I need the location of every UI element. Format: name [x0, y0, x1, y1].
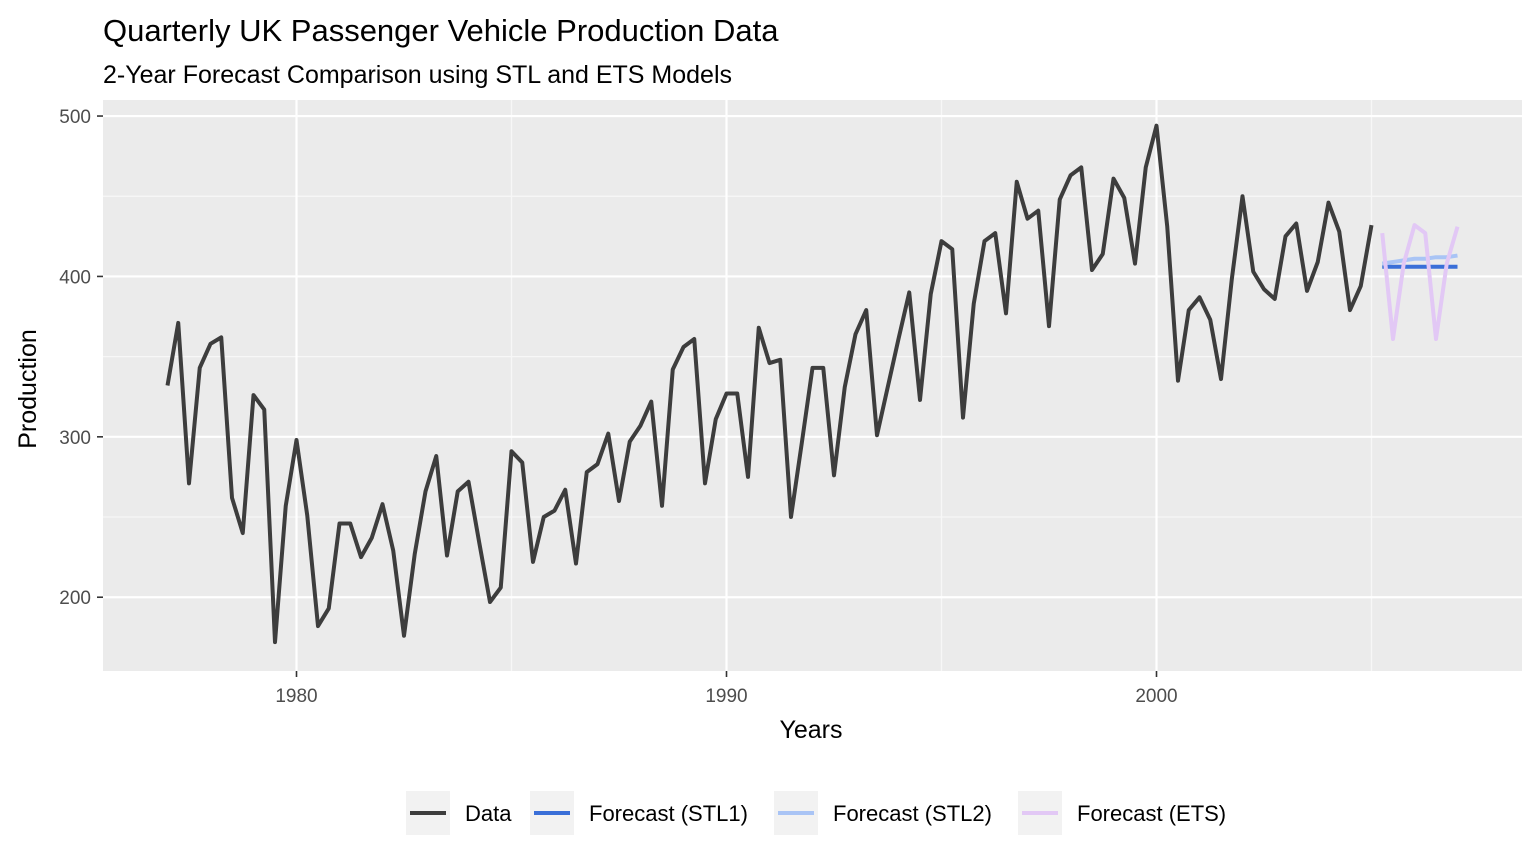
y-tick-label: 400	[59, 267, 91, 288]
x-axis-ticks: 1980 1990 2000	[275, 671, 1178, 707]
major-gridlines	[103, 100, 1522, 671]
x-tick-label: 1990	[705, 686, 747, 707]
x-axis-title: Years	[779, 716, 842, 744]
series-line-forecast-stl2	[1381, 253, 1458, 266]
legend-label-forecast-stl1: Forecast (STL1)	[589, 801, 748, 826]
legend-label-forecast-ets: Forecast (ETS)	[1077, 801, 1226, 826]
legend-label-data: Data	[465, 801, 512, 826]
y-tick-label: 500	[59, 107, 91, 128]
series-line-forecast-ets	[1380, 223, 1460, 341]
x-tick-label: 1980	[275, 686, 317, 707]
y-axis-ticks: 200 300 400 500	[59, 107, 103, 609]
plot-area	[103, 100, 1522, 671]
legend-label-forecast-stl2: Forecast (STL2)	[833, 801, 992, 826]
chart-subtitle: 2-Year Forecast Comparison using STL and…	[103, 61, 732, 89]
y-tick-label: 200	[59, 588, 91, 609]
plot-panel-background	[103, 100, 1522, 671]
y-tick-label: 300	[59, 428, 91, 449]
x-tick-label: 2000	[1135, 686, 1177, 707]
chart-title: Quarterly UK Passenger Vehicle Productio…	[103, 13, 779, 48]
minor-gridlines	[103, 100, 1522, 671]
legend: Data Forecast (STL1) Forecast (STL2) Foreca…	[406, 791, 1226, 835]
series-line-data	[165, 123, 1374, 645]
series-lines	[165, 123, 1460, 645]
y-axis-title: Production	[14, 329, 42, 449]
